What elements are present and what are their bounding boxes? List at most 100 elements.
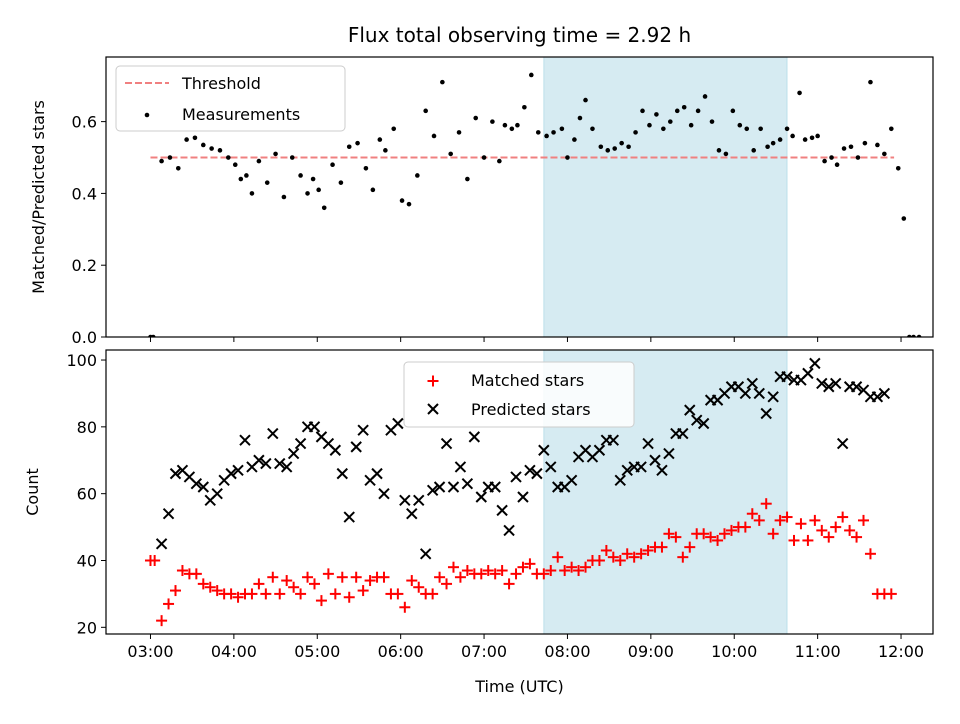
measurement-point [481, 155, 487, 160]
measurement-point [184, 137, 189, 142]
predicted-stars-marker [419, 548, 432, 560]
predicted-stars-marker [781, 371, 793, 383]
matched-stars-marker [427, 588, 439, 600]
measurement-point [465, 176, 470, 182]
matched-stars-marker [176, 565, 188, 577]
predicted-stars-marker [677, 427, 689, 440]
predicted-stars-marker [280, 461, 293, 473]
matched-stars-marker [447, 561, 459, 573]
measurement-point [391, 126, 397, 132]
measurement-point [572, 137, 577, 142]
measurement-point [289, 155, 295, 160]
matched-stars-marker [392, 588, 404, 600]
measurement-point [889, 126, 894, 132]
measurement-point [490, 119, 495, 124]
matched-stars-marker [253, 578, 265, 590]
measurement-point [346, 144, 352, 150]
predicted-stars-marker [642, 437, 654, 450]
predicted-stars-marker [621, 464, 633, 476]
data-marks [144, 357, 897, 627]
measurement-point [497, 158, 502, 164]
matched-stars-marker [844, 524, 856, 536]
matched-stars-marker [767, 528, 779, 540]
measurement-point [765, 144, 770, 150]
measurement-point [423, 108, 428, 114]
x-tick-label: 12:00 [878, 642, 924, 661]
predicted-stars-marker [267, 427, 279, 440]
measurement-point [440, 79, 445, 85]
x-tick-label: 11:00 [795, 642, 841, 661]
measurement-point [797, 90, 802, 96]
measurement-point [590, 126, 595, 132]
measurement-point [605, 148, 611, 153]
measurement-point [226, 155, 231, 160]
measurement-point [654, 112, 659, 117]
matched-stars-marker [322, 568, 334, 580]
measurement-point [415, 173, 420, 178]
predicted-stars-marker [253, 454, 265, 466]
measurement-point [544, 133, 549, 139]
measurement-point [829, 155, 834, 160]
measurement-point [363, 165, 369, 171]
measurement-point [723, 151, 729, 157]
predicted-stars-marker [447, 481, 460, 493]
measurement-point [321, 205, 327, 211]
measurement-point [640, 108, 645, 114]
matched-stars-marker [204, 581, 216, 593]
predicted-stars-marker [232, 464, 244, 476]
matched-stars-marker [712, 534, 724, 546]
predicted-stars-marker [816, 377, 828, 390]
matched-stars-marker [190, 568, 202, 580]
predicted-stars-marker [260, 457, 272, 470]
measurement-point [802, 137, 808, 142]
predicted-stars-marker [656, 464, 668, 476]
measurement-point [702, 94, 708, 99]
measurement-point [238, 176, 244, 182]
x-tick-label: 05:00 [294, 642, 340, 661]
measurement-point [456, 130, 462, 135]
predicted-stars-marker [538, 444, 550, 456]
measurement-point [522, 104, 527, 110]
matched-stars-marker [295, 588, 307, 600]
predicted-stars-marker [565, 474, 578, 487]
measurement-point [256, 158, 262, 164]
predicted-stars-marker [823, 381, 835, 393]
y-tick-label: 0.0 [72, 328, 97, 347]
predicted-stars-marker [829, 377, 842, 390]
measurement-point [281, 194, 287, 200]
matched-stars-marker [739, 521, 751, 533]
predicted-stars-marker [169, 467, 182, 480]
measurement-point [383, 148, 388, 153]
measurement-point [770, 140, 776, 146]
matched-stars-marker [774, 514, 786, 526]
predicted-stars-marker [468, 431, 481, 443]
data-marks [148, 72, 922, 337]
measurement-point [583, 97, 588, 103]
measurement-point [406, 201, 412, 207]
y-axis-label: Count [23, 468, 42, 516]
measurement-point [551, 130, 556, 135]
matched-stars-marker [628, 551, 640, 563]
measurement-point [535, 130, 541, 135]
matched-stars-marker [308, 578, 320, 590]
matched-stars-marker [885, 588, 897, 600]
measurement-point [167, 155, 173, 160]
predicted-stars-marker [691, 414, 703, 426]
measurement-point [681, 104, 687, 110]
legend-matched-swatch [427, 375, 439, 387]
measurement-point [709, 119, 715, 124]
predicted-stars-marker [684, 404, 696, 416]
x-tick-label: 10:00 [711, 642, 757, 661]
measurement-point [619, 140, 624, 146]
measurement-point [777, 137, 783, 142]
predicted-stars-marker [294, 437, 307, 450]
predicted-stars-marker [545, 461, 557, 473]
legend-box [403, 361, 635, 428]
measurement-point [249, 191, 255, 196]
matched-stars-marker [156, 615, 168, 627]
measurement-point [502, 122, 508, 128]
measurement-point [695, 108, 701, 114]
measurement-point [882, 151, 887, 157]
matched-stars-marker [434, 571, 446, 583]
